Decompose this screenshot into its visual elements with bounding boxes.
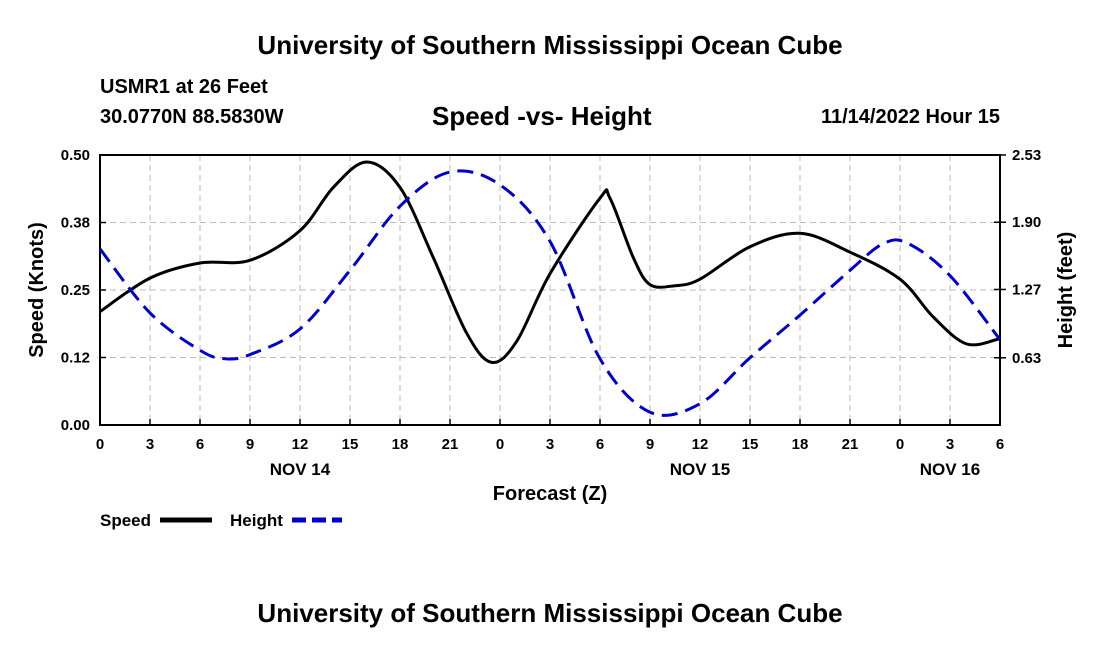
x-tick-label: 6 [996, 436, 1004, 453]
forecast-datetime: 11/14/2022 Hour 15 [820, 106, 1000, 128]
x-tick-label: 6 [196, 436, 204, 453]
y-tick-label-left: 0.12 [61, 350, 90, 367]
y-tick-label-left: 0.38 [61, 215, 90, 232]
x-tick-label: 18 [792, 436, 809, 453]
grid [100, 154, 1000, 425]
y-axis-label-left: Speed (Knots) [26, 222, 48, 358]
series [98, 160, 1002, 417]
y-tick-label-left: 0.00 [61, 417, 90, 434]
y-tick-label-left: 0.25 [61, 282, 90, 299]
x-tick-label: 3 [146, 436, 154, 453]
page-title: University of Southern Mississippi Ocean… [257, 30, 843, 60]
legend: Speed Height [100, 511, 342, 530]
footer-title: University of Southern Mississippi Ocean… [257, 598, 843, 628]
x-tick-label: 12 [692, 436, 709, 453]
series-line-speed [99, 160, 1001, 364]
x-tick-label: 12 [292, 436, 309, 453]
x-tick-label: 6 [596, 436, 604, 453]
x-tick-label: 15 [342, 436, 359, 453]
station-label: USMR1 at 26 Feet [100, 76, 268, 98]
x-tick-label: 3 [946, 436, 954, 453]
y-tick-label-right: 1.27 [1012, 281, 1041, 298]
x-axis-label: Forecast (Z) [493, 483, 607, 505]
legend-height-label: Height [230, 511, 283, 530]
coordinates-label: 30.0770N 88.5830W [100, 106, 284, 128]
legend-speed-label: Speed [100, 511, 151, 530]
x-tick-label: 15 [742, 436, 759, 453]
x-tick-label: 18 [392, 436, 409, 453]
x-tick-label: 21 [442, 436, 459, 453]
date-label: NOV 15 [670, 460, 730, 479]
y-tick-label-right: 2.53 [1012, 147, 1041, 164]
x-tick-label: 0 [496, 436, 504, 453]
y-axis-label-right: Height (feet) [1055, 232, 1077, 349]
x-tick-label: 0 [896, 436, 904, 453]
x-tick-label: 0 [96, 436, 104, 453]
chart-subtitle: Speed -vs- Height [432, 101, 652, 131]
x-tick-label: 3 [546, 436, 554, 453]
date-label: NOV 14 [270, 460, 331, 479]
x-tick-label: 21 [842, 436, 859, 453]
axes: 0 3 6 9 12 15 18 21 0 3 6 9 12 15 18 21 0 3 6 0.00 0.12 0.25 0… [61, 147, 1041, 479]
y-tick-label-left: 0.50 [61, 147, 90, 164]
y-tick-label-right: 1.90 [1012, 214, 1041, 231]
date-label: NOV 16 [920, 460, 980, 479]
x-tick-label: 9 [646, 436, 654, 453]
y-tick-label-right: 0.63 [1012, 350, 1041, 367]
x-tick-label: 9 [246, 436, 254, 453]
series-line-height [98, 169, 1002, 417]
